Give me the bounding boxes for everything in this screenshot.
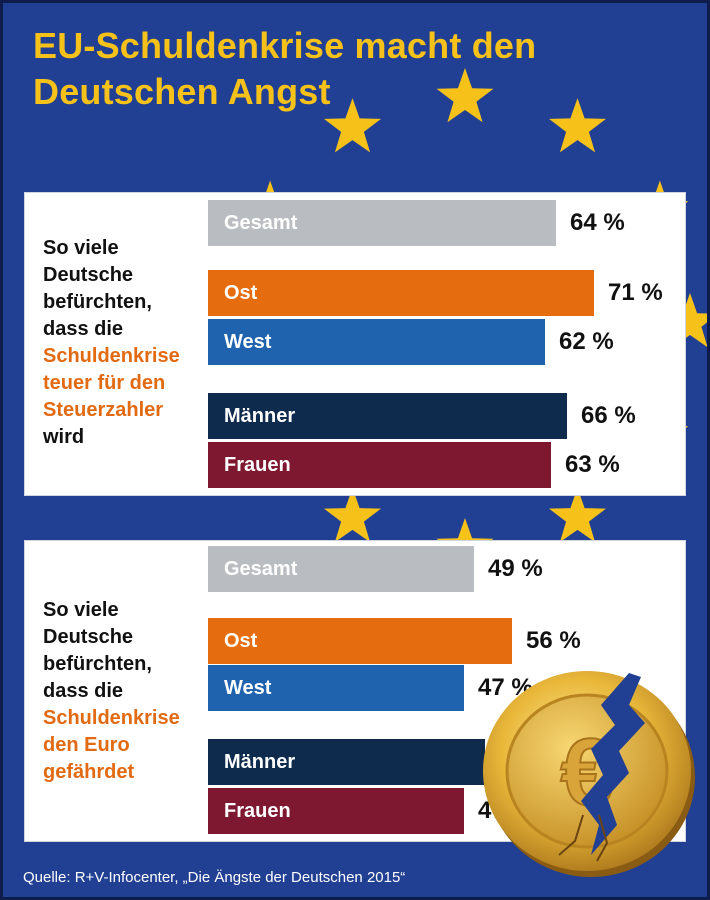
bar-label: Frauen bbox=[224, 454, 291, 476]
question-line: befürchten, bbox=[43, 291, 152, 313]
question-line: dass die bbox=[43, 680, 124, 702]
question-highlight: Schuldenkrise bbox=[43, 707, 180, 729]
chart-panel-tax: So viele Deutsche befürchten, dass die S… bbox=[25, 193, 685, 495]
bar-value-label: 63 % bbox=[565, 451, 620, 478]
bar-value-label: 62 % bbox=[559, 328, 614, 355]
question-text: So viele Deutsche befürchten, dass die S… bbox=[43, 597, 213, 786]
question-highlight: Steuerzahler bbox=[43, 399, 164, 421]
question-highlight: Schuldenkrise bbox=[43, 345, 180, 367]
bar-label: Gesamt bbox=[224, 212, 298, 234]
bar-frauen: Frauen bbox=[208, 442, 551, 488]
bar-label: West bbox=[224, 331, 272, 353]
question-line: Deutsche bbox=[43, 626, 134, 648]
bar-männer: Männer bbox=[208, 739, 485, 785]
bar-frauen: Frauen bbox=[208, 788, 464, 834]
bar-west: West bbox=[208, 319, 545, 365]
source-note: Quelle: R+V-Infocenter, „Die Ängste der … bbox=[23, 869, 406, 886]
bar-value-label: 66 % bbox=[581, 402, 636, 429]
bar-value-label: 56 % bbox=[526, 627, 581, 654]
bar-gesamt: Gesamt bbox=[208, 546, 474, 592]
bar-label: Männer bbox=[224, 751, 296, 773]
eu-star-icon bbox=[549, 487, 606, 543]
broken-euro-coin-icon: € bbox=[483, 671, 695, 877]
bar-group: Gesamt 64 % Ost 71 % West 62 % Männer 66 % Fraue… bbox=[208, 193, 685, 495]
question-line: Deutsche bbox=[43, 264, 134, 286]
title-line-2: Deutschen Angst bbox=[33, 71, 331, 112]
title-line-1: EU-Schuldenkrise macht den bbox=[33, 25, 537, 66]
eu-star-icon bbox=[324, 487, 381, 543]
question-line: So viele bbox=[43, 599, 119, 621]
bar-value-label: 64 % bbox=[570, 209, 625, 236]
bar-west: West bbox=[208, 665, 464, 711]
eu-star-icon bbox=[436, 68, 494, 123]
question-highlight: teuer für den bbox=[43, 372, 166, 394]
bar-gesamt: Gesamt bbox=[208, 200, 556, 246]
bar-label: Männer bbox=[224, 405, 296, 427]
bar-value-label: 49 % bbox=[488, 555, 543, 582]
question-line: dass die bbox=[43, 318, 124, 340]
bar-label: West bbox=[224, 677, 272, 699]
bar-label: Gesamt bbox=[224, 558, 298, 580]
question-highlight: den Euro bbox=[43, 734, 130, 756]
question-line: wird bbox=[43, 426, 85, 448]
eu-star-icon bbox=[549, 98, 606, 153]
page-title: EU-Schuldenkrise macht den Deutschen Ang… bbox=[33, 23, 536, 115]
bar-männer: Männer bbox=[208, 393, 567, 439]
question-text: So viele Deutsche befürchten, dass die S… bbox=[43, 235, 213, 451]
eu-star-icon bbox=[324, 98, 381, 153]
question-line: befürchten, bbox=[43, 653, 152, 675]
bar-value-label: 71 % bbox=[608, 279, 663, 306]
bar-ost: Ost bbox=[208, 618, 512, 664]
chart-panel-euro: So viele Deutsche befürchten, dass die S… bbox=[25, 541, 685, 841]
question-line: So viele bbox=[43, 237, 119, 259]
bar-label: Frauen bbox=[224, 800, 291, 822]
bar-label: Ost bbox=[224, 282, 258, 304]
question-highlight: gefährdet bbox=[43, 761, 135, 783]
bar-ost: Ost bbox=[208, 270, 594, 316]
bar-label: Ost bbox=[224, 630, 258, 652]
